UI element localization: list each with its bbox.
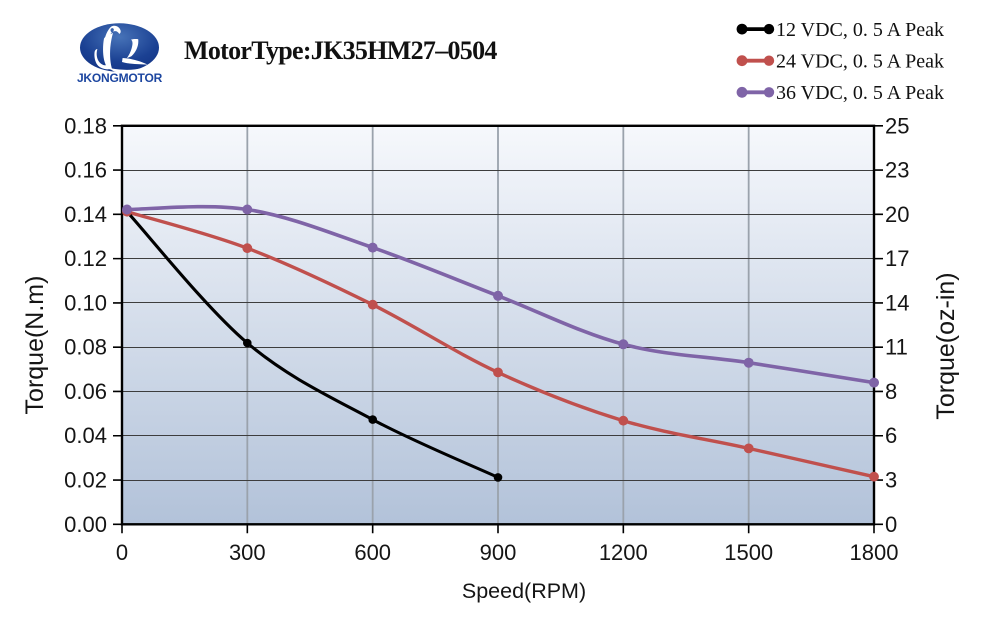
- svg-text:900: 900: [480, 540, 517, 565]
- svg-text:Torque(oz-in): Torque(oz-in): [932, 272, 960, 419]
- svg-text:0.18: 0.18: [64, 113, 107, 138]
- svg-text:0.00: 0.00: [64, 512, 107, 537]
- svg-text:14: 14: [885, 290, 909, 315]
- svg-text:0.10: 0.10: [64, 290, 107, 315]
- svg-text:0.04: 0.04: [64, 423, 107, 448]
- svg-text:36 VDC, 0. 5 A Peak: 36 VDC, 0. 5 A Peak: [776, 82, 944, 104]
- svg-text:0.12: 0.12: [64, 246, 107, 271]
- svg-text:0.08: 0.08: [64, 335, 107, 360]
- svg-text:1500: 1500: [724, 540, 773, 565]
- svg-text:11: 11: [885, 335, 908, 360]
- svg-text:0.06: 0.06: [64, 379, 107, 404]
- svg-text:6: 6: [885, 423, 897, 448]
- svg-text:0.16: 0.16: [64, 158, 107, 183]
- svg-text:600: 600: [354, 540, 391, 565]
- svg-text:8: 8: [885, 379, 897, 404]
- svg-text:12 VDC, 0. 5 A Peak: 12 VDC, 0. 5 A Peak: [776, 19, 944, 41]
- svg-text:Torque(N.m): Torque(N.m): [21, 276, 49, 415]
- svg-text:0: 0: [885, 512, 897, 537]
- svg-text:20: 20: [885, 202, 909, 227]
- svg-text:25: 25: [885, 113, 909, 138]
- svg-text:3: 3: [885, 468, 897, 493]
- svg-text:24 VDC, 0. 5 A Peak: 24 VDC, 0. 5 A Peak: [776, 51, 944, 73]
- svg-text:1200: 1200: [599, 540, 648, 565]
- svg-text:Speed(RPM): Speed(RPM): [462, 579, 586, 603]
- svg-text:23: 23: [885, 158, 909, 183]
- svg-text:0.02: 0.02: [64, 468, 107, 493]
- svg-text:MotorType:JK35HM27–0504: MotorType:JK35HM27–0504: [184, 36, 497, 65]
- svg-text:1800: 1800: [850, 540, 899, 565]
- svg-text:300: 300: [229, 540, 266, 565]
- svg-text:JKONGMOTOR: JKONGMOTOR: [77, 71, 163, 85]
- svg-text:0.14: 0.14: [64, 202, 107, 227]
- svg-text:0: 0: [116, 540, 128, 565]
- svg-text:17: 17: [885, 246, 909, 271]
